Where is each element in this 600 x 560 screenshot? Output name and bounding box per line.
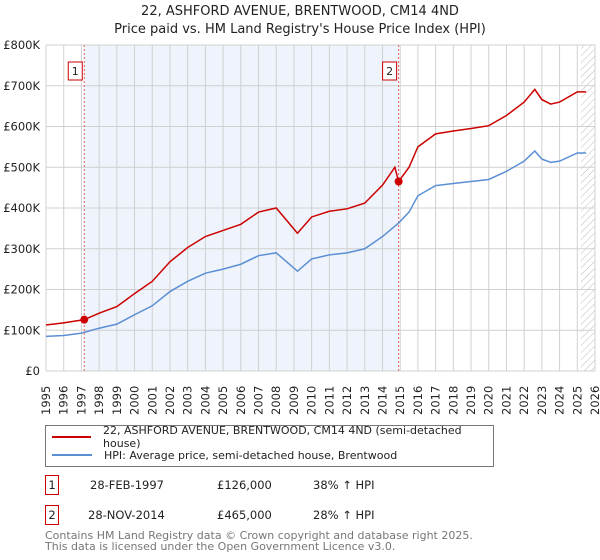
sale-row-1: 1 28-FEB-1997 £126,000 38% ↑ HPI: [45, 475, 445, 497]
x-tick-label: 2011: [322, 386, 336, 415]
x-tick-label: 2016: [411, 386, 425, 415]
legend: 22, ASHFORD AVENUE, BRENTWOOD, CM14 4ND …: [45, 424, 494, 467]
y-tick-label: £200K: [3, 283, 40, 297]
x-tick-label: 2003: [181, 386, 195, 415]
x-tick-label: 2006: [234, 386, 248, 415]
x-tick-label: 2025: [570, 386, 584, 415]
y-tick-label: £700K: [3, 79, 40, 93]
x-tick-label: 2008: [269, 386, 283, 415]
chart-title: 22, ASHFORD AVENUE, BRENTWOOD, CM14 4ND: [141, 4, 459, 19]
sale-badge: 1: [45, 475, 59, 495]
x-tick-label: 2013: [358, 386, 372, 415]
x-tick-label: 2010: [305, 386, 319, 415]
x-tick-label: 1998: [92, 386, 106, 415]
x-tick-label: 2000: [128, 386, 142, 415]
sale-label-box: [67, 61, 83, 81]
x-tick-label: 2026: [588, 386, 600, 415]
footer: Contains HM Land Registry data © Crown c…: [45, 530, 473, 552]
sale-point: [80, 315, 89, 324]
x-tick-label: 2009: [287, 386, 301, 415]
sale-point: [394, 177, 403, 186]
y-tick-label: £300K: [3, 242, 40, 256]
sale-label: 1: [72, 65, 79, 78]
x-tick-label: 1996: [57, 386, 71, 415]
y-tick-label: £800K: [3, 38, 40, 52]
x-tick-label: 2023: [535, 386, 549, 415]
sale-badge: 2: [45, 505, 59, 525]
x-tick-label: 1997: [74, 386, 88, 415]
y-tick-label: £0: [25, 364, 40, 378]
legend-label-hpi: HPI: Average price, semi-detached house,…: [104, 448, 398, 462]
x-tick-label: 2018: [446, 386, 460, 415]
footer-copyright: Contains HM Land Registry data © Crown c…: [45, 529, 473, 542]
x-tick-label: 2021: [499, 386, 513, 415]
x-tick-label: 2012: [340, 386, 354, 415]
legend-label-property: 22, ASHFORD AVENUE, BRENTWOOD, CM14 4ND …: [103, 424, 462, 450]
price-chart: 1995 1996 1997 1998 1999 2000 2001 2002 2003 2004…: [3, 38, 600, 415]
legend-swatch-hpi: [52, 454, 92, 456]
sale-hpi: 38% ↑ HPI: [313, 478, 375, 492]
sale-date: 28-FEB-1997: [90, 478, 164, 492]
sale-row-2: 2 28-NOV-2014 £465,000 28% ↑ HPI: [45, 505, 445, 527]
y-tick-label: £600K: [3, 120, 40, 134]
x-tick-label: 2015: [393, 386, 407, 415]
footer-licence: This data is licensed under the Open Gov…: [45, 540, 396, 553]
x-tick-label: 2017: [429, 386, 443, 415]
chart-subtitle: Price paid vs. HM Land Registry's House …: [114, 22, 486, 37]
sale-price: £126,000: [217, 478, 272, 492]
sale-hpi: 28% ↑ HPI: [313, 508, 375, 522]
sale-label: 2: [386, 65, 393, 78]
sale-price: £465,000: [217, 508, 272, 522]
x-tick-label: 2002: [163, 386, 177, 415]
y-tick-label: £500K: [3, 160, 40, 174]
y-tick-label: £400K: [3, 201, 40, 215]
sale-date: 28-NOV-2014: [88, 508, 165, 522]
x-tick-label: 2024: [553, 386, 567, 415]
sale-label-box: [382, 61, 398, 81]
x-tick-label: 1999: [110, 386, 124, 415]
x-tick-label: 1995: [39, 386, 53, 415]
x-tick-label: 2019: [464, 386, 478, 415]
x-tick-label: 2022: [517, 386, 531, 415]
hpi-line: [45, 149, 587, 338]
x-tick-label: 2020: [482, 386, 496, 415]
property-price-line: [45, 88, 587, 326]
x-tick-label: 2001: [145, 386, 159, 415]
x-tick-label: 2005: [216, 386, 230, 415]
x-tick-label: 2007: [252, 386, 266, 415]
x-tick-label: 2014: [375, 386, 389, 415]
x-tick-label: 2004: [198, 386, 212, 415]
legend-swatch-property: [52, 436, 92, 438]
y-tick-label: £100K: [3, 323, 40, 337]
